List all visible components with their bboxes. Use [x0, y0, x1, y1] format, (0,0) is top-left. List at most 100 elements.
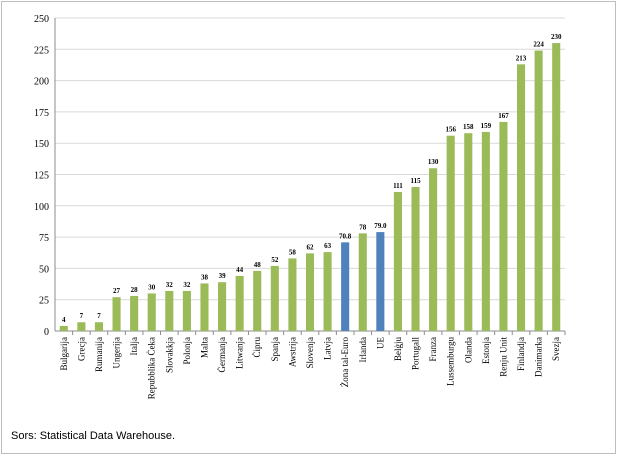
x-tick-label: Estonja	[481, 337, 491, 364]
x-tick-label: Latvja	[323, 337, 333, 360]
bar	[446, 135, 455, 331]
bar	[218, 282, 227, 331]
data-label: 48	[254, 261, 262, 269]
data-label: 213	[516, 54, 527, 62]
bar	[112, 297, 121, 331]
y-tick-label: 200	[34, 77, 49, 88]
bar	[305, 253, 315, 331]
y-tick-label: 250	[34, 14, 49, 25]
data-label: 32	[166, 281, 174, 289]
bar	[270, 265, 279, 331]
data-label: 62	[307, 243, 315, 251]
x-tick-label: Italja	[129, 337, 139, 356]
x-tick-label: Bulgarija	[59, 337, 69, 371]
y-tick-label: 0	[44, 327, 49, 338]
x-tick-label: Slovakkja	[164, 337, 174, 373]
data-label: 7	[80, 312, 84, 320]
bar	[376, 232, 385, 331]
data-label: 63	[324, 242, 332, 250]
x-tick-label: Danimarka	[534, 337, 544, 377]
x-tick-label: Ungerija	[112, 337, 122, 369]
x-tick-label: Renju Unit	[498, 337, 508, 377]
bar	[552, 43, 561, 331]
y-tick-label: 25	[39, 296, 49, 307]
bar	[393, 192, 402, 331]
bar	[323, 252, 332, 331]
x-tick-label: Żona tal-Euro	[340, 337, 350, 388]
x-tick-label: Franza	[428, 337, 438, 362]
x-tick-label: Olanda	[463, 337, 473, 363]
bar	[534, 50, 543, 331]
data-label: 115	[410, 177, 421, 185]
data-label: 28	[131, 286, 139, 294]
bar	[429, 168, 438, 331]
bar	[94, 322, 104, 331]
data-label: 30	[148, 283, 156, 291]
bar	[288, 258, 297, 331]
bar	[165, 290, 174, 331]
bar	[464, 133, 473, 331]
x-tick-label: Litwanja	[235, 337, 245, 369]
y-tick-label: 150	[34, 139, 49, 150]
data-label: 27	[113, 287, 121, 295]
data-label: 44	[236, 266, 244, 274]
x-tick-label: Lussemburgu	[446, 337, 456, 386]
data-label: 159	[481, 122, 492, 130]
data-label: 230	[551, 33, 562, 41]
bar	[59, 325, 68, 331]
x-tick-label: Polonja	[182, 337, 192, 365]
data-label: 4	[62, 316, 66, 324]
data-label: 158	[463, 123, 474, 131]
data-label: 70.8	[339, 232, 352, 240]
x-tick-label: Irlanda	[358, 337, 368, 362]
bar	[516, 64, 526, 331]
y-tick-label: 100	[34, 202, 49, 213]
x-tick-label: Slovenja	[305, 337, 315, 369]
x-tick-label: Spanja	[270, 337, 280, 362]
bar	[235, 275, 244, 331]
bar	[130, 295, 139, 331]
bar	[499, 121, 508, 331]
x-tick-label: Repubblika Ċeka	[147, 337, 157, 399]
data-label: 52	[271, 256, 279, 264]
bar	[77, 322, 86, 331]
data-label: 111	[393, 182, 403, 190]
data-label: 7	[97, 312, 101, 320]
data-label: 130	[428, 158, 439, 166]
data-label: 224	[533, 41, 544, 49]
y-tick-label: 50	[39, 264, 49, 275]
x-tick-label: Malta	[199, 337, 209, 358]
x-tick-label: Grecja	[76, 337, 86, 361]
data-label: 58	[289, 248, 297, 256]
bar	[147, 293, 156, 331]
x-tick-label: Finlandja	[516, 337, 526, 371]
y-tick-label: 125	[34, 171, 49, 182]
data-label: 79.0	[374, 222, 387, 230]
y-tick-label: 175	[34, 108, 49, 119]
data-label: 39	[219, 272, 227, 280]
source-note: Sors: Statistical Data Warehouse.	[11, 430, 176, 442]
x-tick-label: Ċipru	[252, 337, 262, 358]
data-label: 156	[445, 126, 456, 134]
bar	[200, 283, 209, 331]
bar	[182, 290, 191, 331]
bar	[481, 131, 490, 331]
x-tick-label: Rumanija	[94, 337, 104, 372]
bar	[253, 270, 262, 331]
y-tick-label: 225	[34, 45, 49, 56]
data-label: 32	[183, 281, 191, 289]
data-label: 167	[498, 112, 509, 120]
x-tick-label: Awstrija	[287, 337, 297, 367]
bar	[358, 233, 367, 331]
x-tick-label: Ġermanja	[217, 337, 227, 372]
bar	[411, 187, 420, 331]
x-tick-label: Svezja	[551, 337, 561, 361]
data-label: 78	[359, 223, 367, 231]
x-tick-label: Belġju	[393, 337, 403, 361]
x-tick-label: Portugall	[411, 337, 421, 370]
x-tick-label: UE	[375, 337, 385, 349]
data-label: 38	[201, 273, 209, 281]
y-tick-label: 75	[39, 233, 49, 244]
